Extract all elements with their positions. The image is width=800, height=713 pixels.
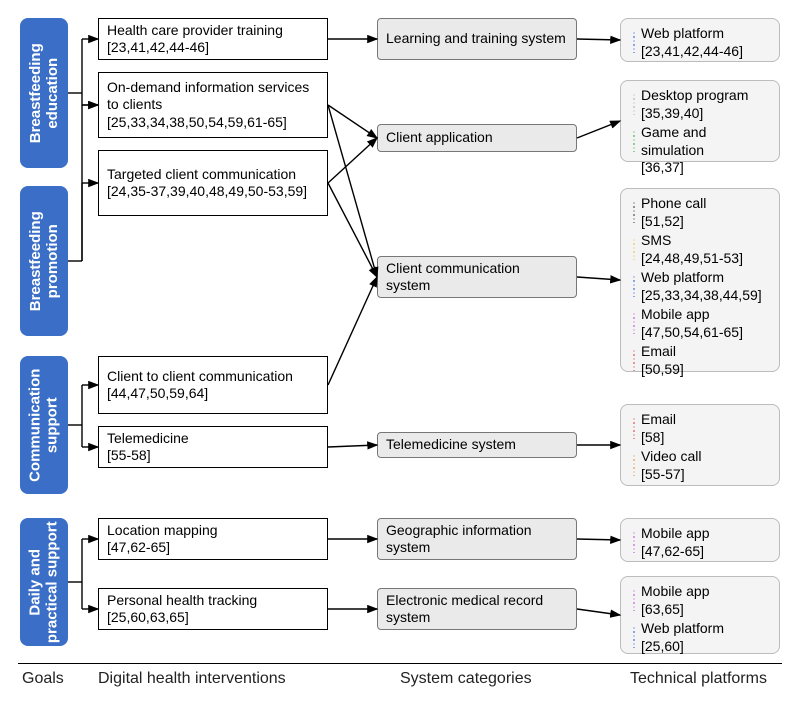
marker-icon: ⋮⋮⋮ bbox=[629, 348, 635, 372]
marker-icon: ⋮⋮⋮ bbox=[629, 588, 635, 612]
dhi-refs: [47,62-65] bbox=[107, 539, 319, 557]
goal-label: Daily andpractical support bbox=[27, 521, 62, 643]
dhi-title: Telemedicine bbox=[107, 430, 319, 448]
g-daily: Daily andpractical support bbox=[20, 518, 68, 646]
dhi-refs: [55-58] bbox=[107, 447, 319, 465]
platform-label: Email[58] bbox=[641, 411, 771, 446]
sys-tele: Telemedicine system bbox=[377, 432, 577, 458]
g-edu: Breastfeedingeducation bbox=[20, 18, 68, 168]
plat-5: ⋮⋮⋮ Mobile app[47,62-65] bbox=[620, 518, 780, 562]
marker-icon: ⋮⋮⋮ bbox=[629, 416, 635, 440]
platform-label: Game and simulation[36,37] bbox=[641, 124, 771, 177]
sys-ccs: Client communication system bbox=[377, 256, 577, 298]
platform-row: ⋮⋮⋮ Desktop program[35,39,40] bbox=[629, 87, 771, 122]
diagram-canvas: Breastfeedingeducation Breastfeedingpromo… bbox=[0, 0, 800, 713]
dhi-title: Client to client communication bbox=[107, 368, 319, 386]
sys-title: Client application bbox=[386, 129, 568, 147]
dhi-refs: [25,33,34,38,50,54,59,61-65] bbox=[107, 114, 319, 132]
dhi-refs: [23,41,42,44-46] bbox=[107, 39, 319, 57]
sys-title: Client communication system bbox=[386, 260, 568, 295]
marker-icon: ⋮⋮⋮ bbox=[629, 311, 635, 335]
sys-emr: Electronic medical record system bbox=[377, 588, 577, 630]
platform-row: ⋮⋮⋮ Phone call[51,52] bbox=[629, 195, 771, 230]
platform-label: Web platform[25,33,34,38,44,59] bbox=[641, 269, 771, 304]
marker-icon: ⋮⋮⋮ bbox=[629, 530, 635, 554]
marker-icon: ⋮⋮⋮ bbox=[629, 274, 635, 298]
marker-icon: ⋮⋮⋮ bbox=[629, 129, 635, 153]
platform-label: Web platform[25,60] bbox=[641, 620, 771, 655]
dhi-title: Targeted client communication bbox=[107, 166, 319, 184]
footer-sys: System categories bbox=[400, 670, 532, 688]
plat-2: ⋮⋮⋮Desktop program[35,39,40]⋮⋮⋮Game and … bbox=[620, 80, 780, 162]
platform-row: ⋮⋮⋮ Mobile app[63,65] bbox=[629, 583, 771, 618]
dhi-title: On-demand information services to client… bbox=[107, 79, 319, 114]
marker-icon: ⋮⋮⋮ bbox=[629, 625, 635, 649]
dhi-title: Personal health tracking bbox=[107, 592, 319, 610]
dhi-location: Location mapping[47,62-65] bbox=[98, 518, 328, 560]
dhi-refs: [25,60,63,65] bbox=[107, 609, 319, 627]
plat-6: ⋮⋮⋮ Mobile app[63,65] ⋮⋮⋮ Web platform[25,6… bbox=[620, 576, 780, 654]
marker-icon: ⋮⋮⋮ bbox=[629, 453, 635, 477]
footer-dhi: Digital health interventions bbox=[98, 670, 286, 688]
footer-goals: Goals bbox=[22, 670, 64, 688]
platform-label: SMS[24,48,49,51-53] bbox=[641, 232, 771, 267]
sys-title: Learning and training system bbox=[386, 30, 568, 48]
dhi-tracking: Personal health tracking[25,60,63,65] bbox=[98, 588, 328, 630]
platform-row: ⋮⋮⋮ Video call[55-57] bbox=[629, 448, 771, 483]
platform-label: Desktop program[35,39,40] bbox=[641, 87, 771, 122]
dhi-title: Location mapping bbox=[107, 522, 319, 540]
marker-icon: ⋮⋮⋮ bbox=[629, 30, 635, 54]
marker-icon: ⋮⋮⋮ bbox=[629, 200, 635, 224]
platform-row: ⋮⋮⋮ Email[50,59] bbox=[629, 343, 771, 378]
marker-icon: ⋮⋮⋮ bbox=[629, 92, 635, 116]
goal-label: Communicationsupport bbox=[27, 368, 62, 481]
platform-label: Web platform[23,41,42,44-46] bbox=[641, 25, 771, 60]
dhi-refs: [24,35-37,39,40,48,49,50-53,59] bbox=[107, 183, 319, 201]
platform-label: Phone call[51,52] bbox=[641, 195, 771, 230]
dhi-targeted: Targeted client communication[24,35-37,3… bbox=[98, 150, 328, 216]
sys-gis: Geographic information system bbox=[377, 518, 577, 560]
sys-title: Electronic medical record system bbox=[386, 592, 568, 627]
dhi-tele: Telemedicine[55-58] bbox=[98, 426, 328, 468]
platform-row: ⋮⋮⋮ Email[58] bbox=[629, 411, 771, 446]
marker-icon: ⋮⋮⋮ bbox=[629, 237, 635, 261]
platform-row: ⋮⋮⋮ Game and simulation[36,37] bbox=[629, 124, 771, 177]
goal-label: Breastfeedingpromotion bbox=[27, 211, 62, 311]
footer-divider bbox=[18, 663, 782, 664]
g-comm: Communicationsupport bbox=[20, 356, 68, 494]
dhi-training: Health care provider training[23,41,42,4… bbox=[98, 18, 328, 60]
plat-3: ⋮⋮⋮ Phone call[51,52] ⋮⋮⋮ SMS[24,48,49,51-5… bbox=[620, 188, 780, 372]
platform-label: Email[50,59] bbox=[641, 343, 771, 378]
sys-client: Client application bbox=[377, 124, 577, 152]
platform-row: ⋮⋮⋮ SMS[24,48,49,51-53] bbox=[629, 232, 771, 267]
goal-label: Breastfeedingeducation bbox=[27, 43, 62, 143]
sys-learn: Learning and training system bbox=[377, 18, 577, 60]
sys-title: Geographic information system bbox=[386, 522, 568, 557]
dhi-ondemand: On-demand information services to client… bbox=[98, 72, 328, 138]
plat-1: ⋮⋮⋮ Web platform[23,41,42,44-46] bbox=[620, 18, 780, 62]
dhi-c2c: Client to client communication[44,47,50,… bbox=[98, 356, 328, 414]
platform-label: Mobile app[47,62-65] bbox=[641, 525, 771, 560]
dhi-refs: [44,47,50,59,64] bbox=[107, 385, 319, 403]
dhi-title: Health care provider training bbox=[107, 22, 319, 40]
footer-plat: Technical platforms bbox=[630, 670, 767, 688]
platform-row: ⋮⋮⋮ Web platform[25,60] bbox=[629, 620, 771, 655]
platform-label: Mobile app[63,65] bbox=[641, 583, 771, 618]
platform-row: ⋮⋮⋮ Web platform[25,33,34,38,44,59] bbox=[629, 269, 771, 304]
plat-4: ⋮⋮⋮ Email[58] ⋮⋮⋮ Video call[55-57] bbox=[620, 404, 780, 486]
platform-label: Mobile app[47,50,54,61-65] bbox=[641, 306, 771, 341]
platform-row: ⋮⋮⋮ Web platform[23,41,42,44-46] bbox=[629, 25, 771, 60]
g-promo: Breastfeedingpromotion bbox=[20, 186, 68, 336]
sys-title: Telemedicine system bbox=[386, 436, 568, 454]
platform-row: ⋮⋮⋮ Mobile app[47,50,54,61-65] bbox=[629, 306, 771, 341]
platform-row: ⋮⋮⋮ Mobile app[47,62-65] bbox=[629, 525, 771, 560]
platform-label: Video call[55-57] bbox=[641, 448, 771, 483]
